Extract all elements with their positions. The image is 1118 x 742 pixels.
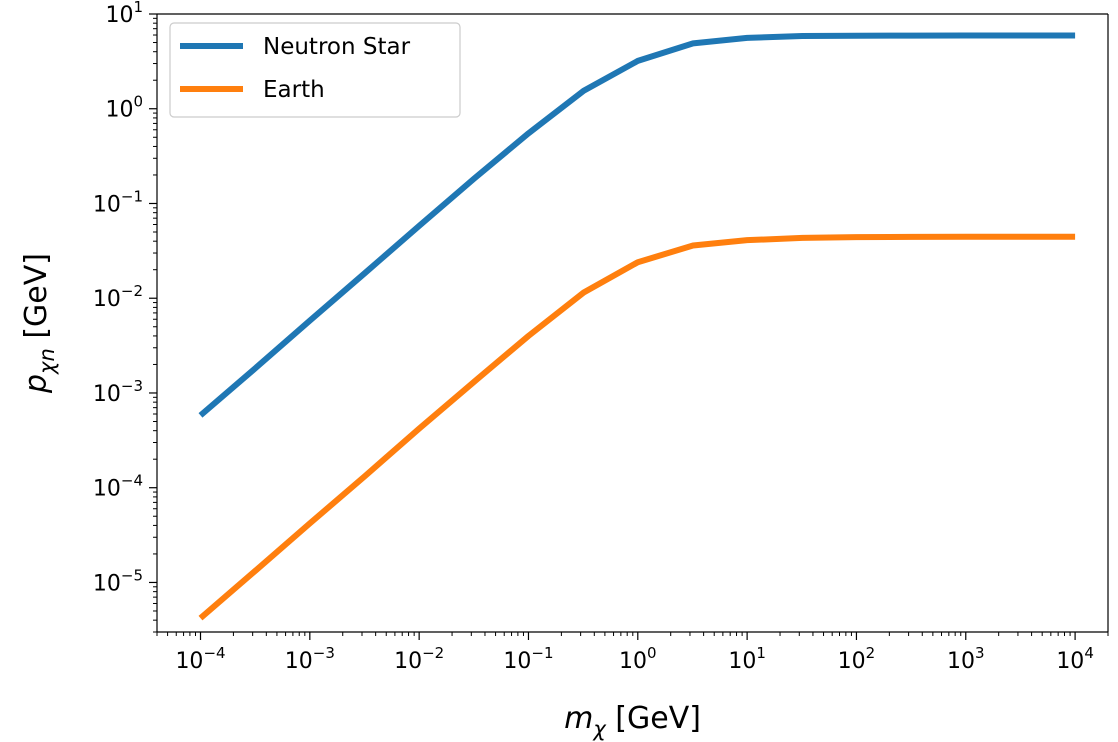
y-tick-label: 10−2: [93, 282, 143, 312]
y-axis-label: pχn [GeV]: [19, 253, 59, 394]
y-tick-label: 10−1: [93, 187, 143, 217]
y-tick-label: 101: [105, 0, 143, 28]
x-tick-label: 10−1: [503, 644, 553, 674]
legend: Neutron Star Earth: [169, 22, 461, 118]
x-tick-label: 101: [728, 644, 766, 674]
x-tick-label: 104: [1056, 644, 1094, 674]
legend-label-neutron-star: Neutron Star: [263, 34, 411, 60]
series-line-neutron-star: [198, 32, 1076, 418]
x-tick-label: 103: [947, 644, 985, 674]
x-tick-label: 100: [619, 644, 657, 674]
y-tick-label: 10−5: [93, 566, 143, 596]
x-tick-label: 10−4: [175, 644, 225, 674]
x-axis-label: mχ [GeV]: [564, 701, 701, 741]
axis-labels: mχ [GeV] pχn [GeV]: [19, 253, 701, 741]
axes-layer: [156, 13, 1109, 633]
y-tick-label: 10−4: [93, 472, 143, 502]
series-layer: [198, 32, 1076, 621]
legend-label-earth: Earth: [263, 77, 325, 103]
y-tick-label: 10−3: [93, 377, 143, 407]
x-tick-label: 10−3: [285, 644, 335, 674]
x-tick-label: 102: [838, 644, 876, 674]
y-tick-label: 100: [105, 93, 143, 123]
x-tick-label: 10−2: [394, 644, 444, 674]
series-line-earth: [198, 233, 1076, 621]
ticks-layer: 10−4 10−3 10−2 10−1 100 101 102 103 104 10−5 10−4 1…: [93, 0, 1109, 674]
